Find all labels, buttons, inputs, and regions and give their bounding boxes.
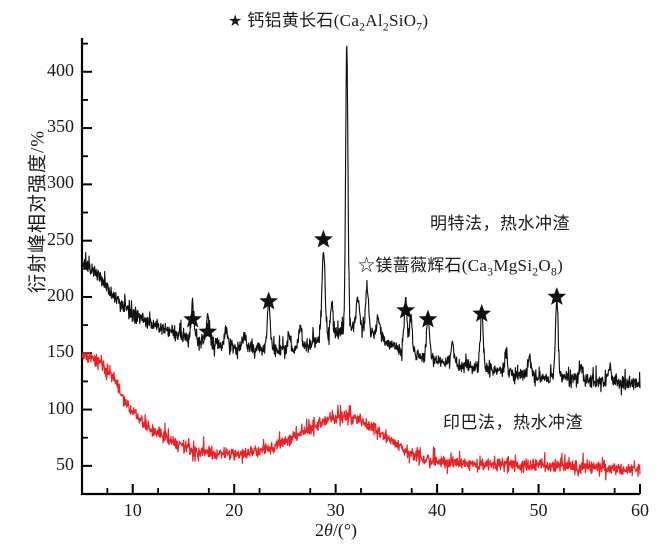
legend-phase-merwinite-label: 镁蔷薇辉石(Ca bbox=[375, 256, 488, 275]
legend-sub-7: 7 bbox=[416, 20, 423, 34]
series-curve-red bbox=[81, 351, 641, 481]
legend-sub-2c: 2 bbox=[532, 265, 539, 279]
y-tick-label: 250 bbox=[47, 228, 74, 249]
legend-sub-3: 3 bbox=[487, 265, 494, 279]
peak-star-marker bbox=[314, 229, 333, 248]
series-curve-black bbox=[81, 45, 641, 396]
axis-frame bbox=[80, 38, 640, 496]
peak-star-marker bbox=[396, 300, 416, 319]
open-star-icon: ☆ bbox=[358, 256, 376, 275]
legend-phase-merwinite: ☆镁蔷薇辉石(Ca3MgSi2O8) bbox=[358, 256, 564, 279]
annotation-red-curve: 印巴法，热水冲渣 bbox=[443, 413, 583, 432]
peak-star-marker bbox=[547, 287, 567, 305]
legend-sub-2a: 2 bbox=[359, 20, 366, 34]
legend-sub-8: 8 bbox=[551, 265, 558, 279]
peak-star-marker bbox=[259, 291, 279, 310]
x-axis-title: 2θ/(°) bbox=[0, 520, 672, 541]
y-tick-label: 100 bbox=[47, 397, 74, 418]
y-tick-label: 350 bbox=[47, 116, 74, 137]
x-tick-label: 40 bbox=[428, 500, 447, 520]
filled-star-icon: ★ bbox=[228, 13, 243, 30]
x-axis-title-theta: θ bbox=[323, 520, 333, 540]
x-tick-label: 60 bbox=[631, 500, 649, 520]
peak-star-marker bbox=[472, 303, 492, 322]
y-tick-label: 150 bbox=[47, 341, 74, 362]
peak-star-marker bbox=[183, 309, 202, 328]
annotation-black-curve: 明特法，热水冲渣 bbox=[430, 214, 570, 233]
x-tick-label: 10 bbox=[123, 500, 142, 520]
x-axis-title-suffix: /(°) bbox=[332, 520, 358, 540]
y-tick-label: 50 bbox=[56, 453, 74, 474]
legend-phase-gehlenite-label: 钙铝黄长石(Ca bbox=[247, 11, 360, 30]
y-tick-label: 200 bbox=[47, 284, 74, 305]
legend-phase-gehlenite: ★ 钙铝黄长石(Ca2Al2SiO7) bbox=[228, 11, 429, 34]
peak-star-marker bbox=[418, 309, 438, 328]
y-tick-label: 300 bbox=[47, 172, 74, 193]
y-tick-label: 400 bbox=[47, 59, 74, 80]
x-tick-label: 20 bbox=[225, 500, 244, 520]
x-axis-title-prefix: 2 bbox=[314, 520, 324, 540]
x-tick-label: 50 bbox=[529, 500, 548, 520]
x-tick-label: 30 bbox=[326, 500, 345, 520]
peak-star-marker bbox=[198, 322, 218, 340]
legend-sub-2b: 2 bbox=[382, 20, 389, 34]
